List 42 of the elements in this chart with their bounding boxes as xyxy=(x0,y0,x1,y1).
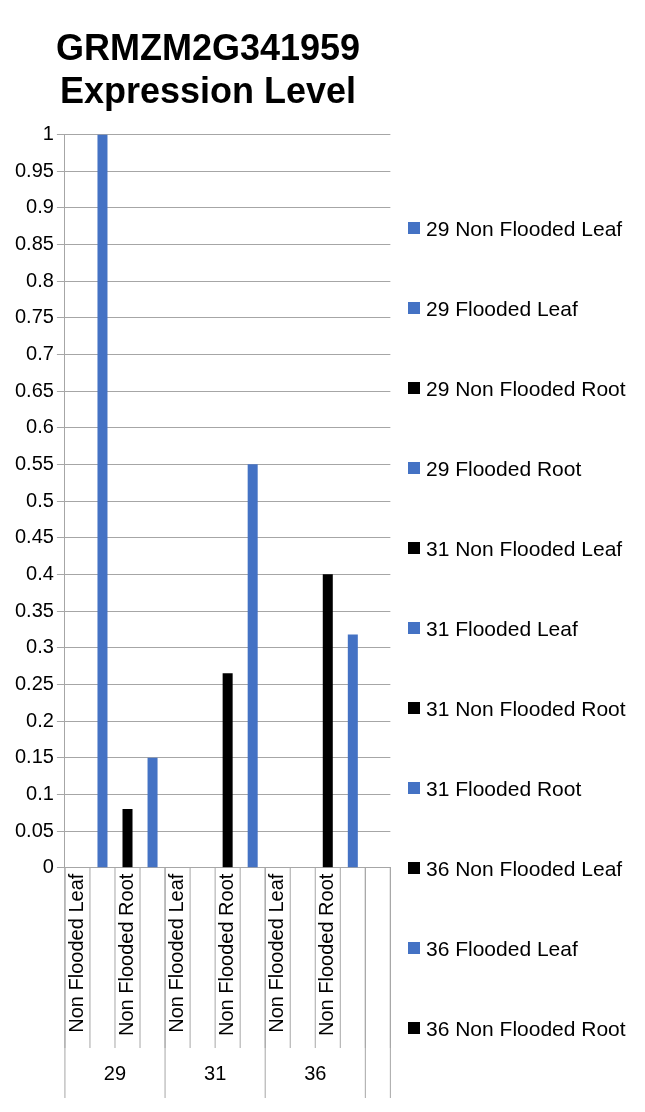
legend-label: 29 Non Flooded Leaf xyxy=(426,216,623,242)
legend-label: 29 Flooded Root xyxy=(426,456,582,482)
legend-label: 29 Non Flooded Root xyxy=(426,376,626,402)
legend-label: 36 Non Flooded Leaf xyxy=(426,856,623,882)
y-tick-label: 0.6 xyxy=(26,415,54,438)
y-tick-label: 0.4 xyxy=(26,561,54,584)
y-tick-label: 0.2 xyxy=(26,708,54,731)
y-tick-label: 0.3 xyxy=(26,635,54,658)
y-tick-label: 0.05 xyxy=(14,818,54,841)
legend-label: 36 Non Flooded Root xyxy=(426,1016,626,1042)
x-tick-label: Non Flooded Leaf xyxy=(165,873,188,1033)
text: 36 xyxy=(304,1061,327,1084)
chart-title: GRMZM2G341959 Expression Level xyxy=(55,26,361,111)
x-tick-label: Non Flooded Leaf xyxy=(64,873,87,1033)
legend-label: 31 Flooded Root xyxy=(426,776,582,802)
y-tick-label: 0.8 xyxy=(26,268,54,291)
y-tick-label: 0.15 xyxy=(14,745,54,768)
y-tick-label: 1 xyxy=(42,121,54,144)
y-tick-label: 0 xyxy=(42,855,54,878)
y-tick-label: 0.85 xyxy=(14,231,54,254)
y-tick-label: 0.1 xyxy=(26,781,54,804)
x-tick-label: Non Flooded Root xyxy=(315,873,338,1036)
legend-label: 31 Non Flooded Root xyxy=(426,696,626,722)
legend-label: 36 Flooded Leaf xyxy=(426,936,578,962)
y-tick-label: 0.75 xyxy=(14,305,54,328)
y-tick-label: 0.5 xyxy=(26,488,54,511)
legend-label: 31 Non Flooded Leaf xyxy=(426,536,623,562)
x-tick-label: Non Flooded Root xyxy=(115,873,138,1036)
y-tick-label: 0.7 xyxy=(26,341,54,364)
y-tick-label: 0.25 xyxy=(14,671,54,694)
x-tick-label: Non Flooded Leaf xyxy=(265,873,288,1033)
y-tick-label: 0.55 xyxy=(14,451,54,474)
legend-label: 31 Flooded Leaf xyxy=(426,616,578,642)
text: 31 xyxy=(204,1061,227,1084)
y-tick-label: 0.65 xyxy=(14,378,54,401)
text: 29 xyxy=(103,1061,127,1084)
legend-label: 29 Flooded Leaf xyxy=(426,296,578,322)
y-tick-label: 0.95 xyxy=(14,158,54,181)
y-tick-label: 0.45 xyxy=(14,525,54,548)
y-tick-label: 0.9 xyxy=(26,195,54,218)
x-tick-label: Non Flooded Root xyxy=(215,873,238,1036)
y-tick-label: 0.35 xyxy=(14,598,54,621)
